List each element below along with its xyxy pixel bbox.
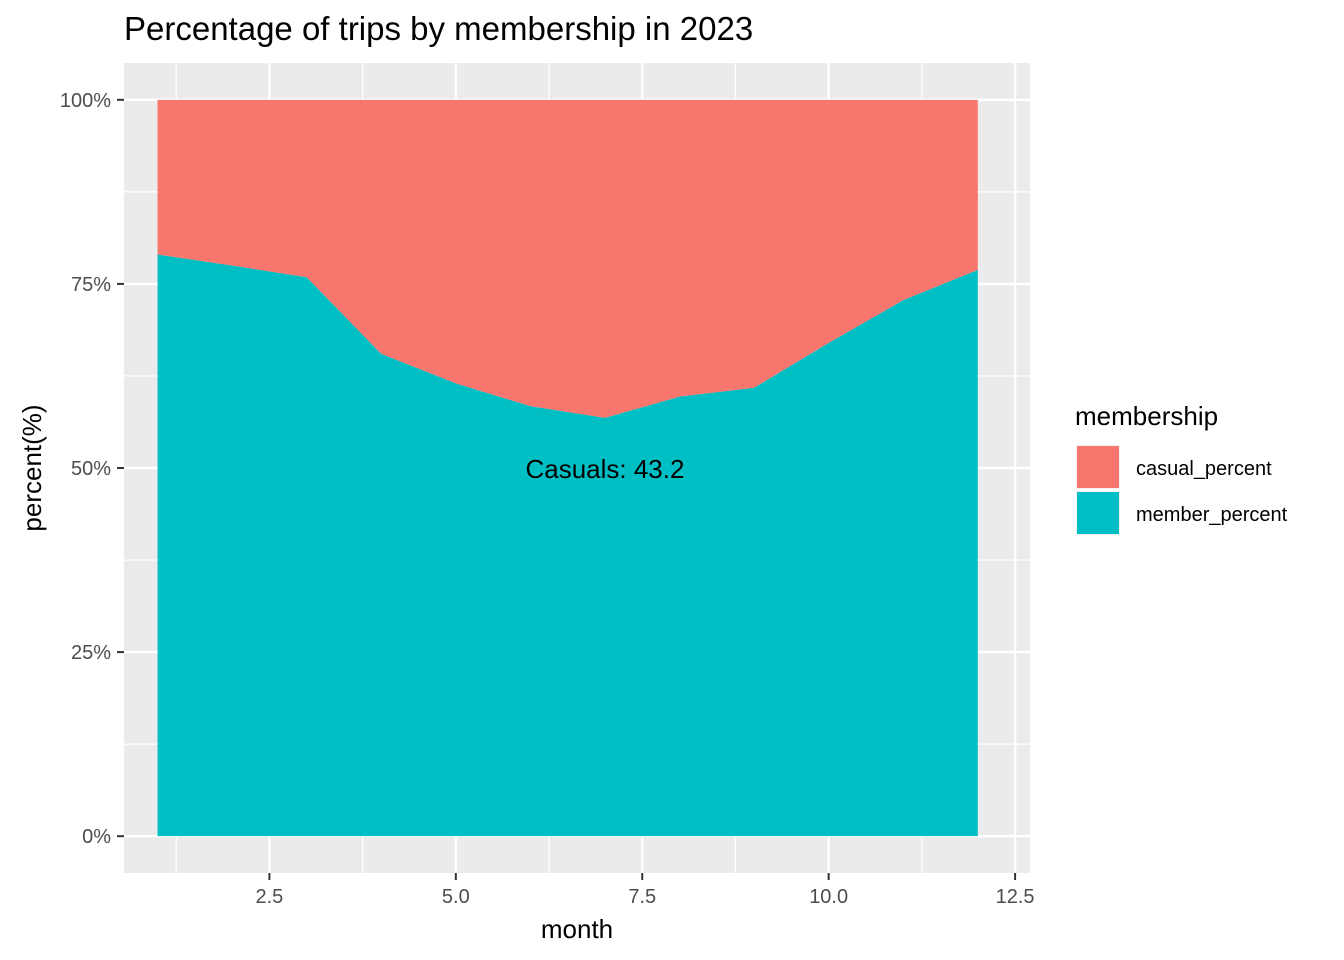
- y-tick-label: 50%: [71, 458, 111, 480]
- x-tick-label: 5.0: [442, 886, 470, 908]
- legend: membership casual_percent member_percent: [1075, 401, 1288, 535]
- area-member_percent: [157, 254, 978, 837]
- y-tick-label: 25%: [71, 642, 111, 664]
- y-tick-label: 0%: [82, 826, 111, 848]
- x-tick-label: 7.5: [628, 886, 656, 908]
- y-tick-label: 75%: [71, 274, 111, 296]
- y-tick-label: 100%: [60, 90, 111, 112]
- legend-label-member_percent: member_percent: [1136, 504, 1288, 526]
- x-tick-label: 12.5: [996, 886, 1035, 908]
- legend-label-casual_percent: casual_percent: [1136, 458, 1272, 480]
- area-casual_percent: [157, 99, 978, 418]
- x-axis-title: month: [541, 914, 613, 944]
- area-layer: [157, 99, 978, 837]
- annotation-casuals: Casuals: 43.2: [525, 454, 684, 484]
- x-tick-label: 2.5: [256, 886, 284, 908]
- legend-swatch-member_percent: [1077, 492, 1119, 534]
- legend-title: membership: [1075, 401, 1218, 431]
- chart-title: Percentage of trips by membership in 202…: [124, 10, 753, 47]
- y-axis-title: percent(%): [17, 404, 47, 531]
- x-tick-label: 10.0: [809, 886, 848, 908]
- axes: 2.5 5.0 7.5 10.0 12.5 0% 25% 50% 75% 100%: [60, 90, 1035, 908]
- legend-swatch-casual_percent: [1077, 446, 1119, 488]
